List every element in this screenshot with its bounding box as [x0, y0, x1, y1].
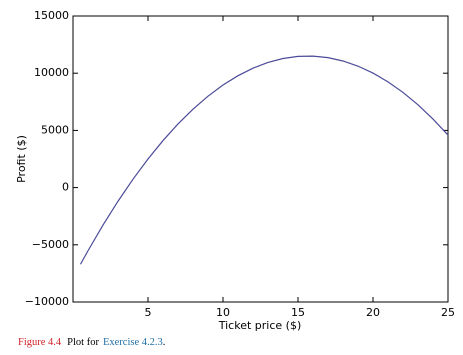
y-axis-label: Profit ($) — [15, 135, 28, 183]
caption-end: . — [163, 337, 166, 348]
y-tick-label: 5000 — [41, 123, 69, 136]
y-tick-label: −5000 — [32, 238, 69, 251]
line-series — [79, 55, 449, 265]
y-tick-label: 10000 — [34, 66, 69, 79]
x-tick-label: 15 — [291, 306, 305, 319]
y-tick-label: 0 — [62, 181, 69, 194]
x-tick-label: 20 — [366, 306, 380, 319]
y-tick-label: 15000 — [34, 9, 69, 22]
caption-label: Figure 4.4 — [18, 337, 62, 348]
caption-text: Plot for — [67, 337, 99, 348]
plot-frame — [72, 15, 449, 303]
x-tick-label: 10 — [216, 306, 230, 319]
y-tick-label: −10000 — [25, 295, 69, 308]
caption-link[interactable]: Exercise 4.2.3 — [103, 337, 163, 348]
x-axis-label: Ticket price ($) — [218, 319, 302, 332]
caption: Figure 4.4 Plot for Exercise 4.2.3. — [18, 337, 165, 348]
x-tick-label: 5 — [145, 306, 152, 319]
x-tick-label: 25 — [441, 306, 455, 319]
